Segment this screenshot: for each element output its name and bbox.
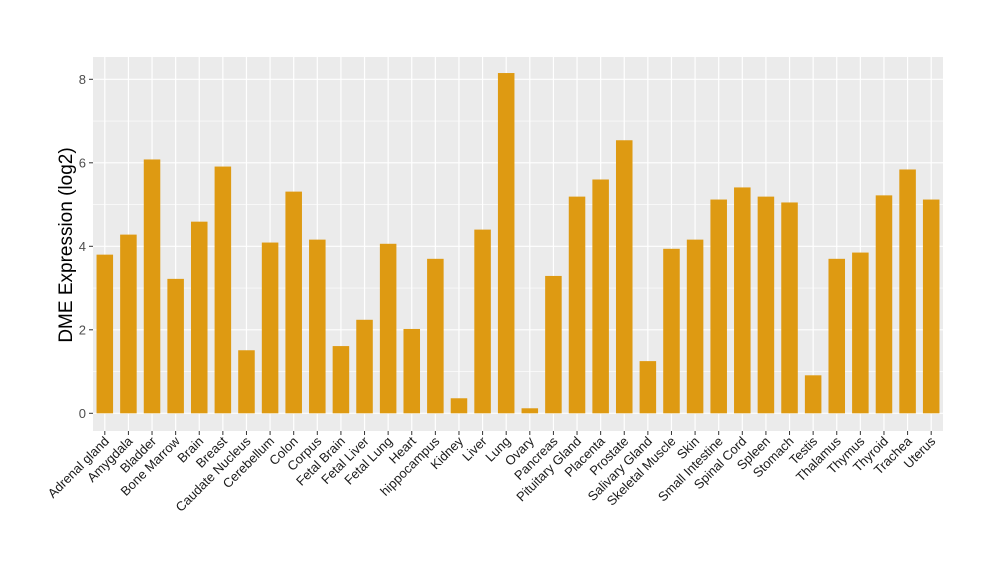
x-tick-label: Liver: [459, 433, 490, 464]
y-axis-label: DME Expression (log2): [56, 147, 77, 342]
bar-amygdala: [120, 234, 137, 414]
bar-thymus: [852, 252, 869, 414]
bar-uterus: [922, 199, 940, 414]
y-axis: 0 2 4 6 8: [79, 72, 93, 421]
y-tick-label: 2: [79, 322, 86, 337]
bar-brain: [190, 221, 208, 414]
bar-fetal-brain: [332, 346, 350, 414]
bar-cerebellum: [261, 242, 279, 414]
bar-corpus: [309, 239, 326, 414]
y-tick-label: 8: [79, 72, 86, 87]
bar-skin: [686, 239, 704, 414]
bar-small-intestine: [710, 199, 727, 414]
bar-thyroid: [875, 195, 893, 414]
bar-prostate: [615, 140, 633, 414]
bar-bone-marrow: [167, 278, 184, 414]
bar-hippocampus: [427, 258, 444, 414]
y-tick-label: 6: [79, 155, 86, 170]
bar-fetal-lung: [379, 243, 397, 414]
bar-pituitary-gland: [568, 196, 586, 414]
bar-liver: [474, 229, 491, 414]
bar-pancreas: [545, 275, 562, 414]
y-tick-label: 0: [79, 406, 86, 421]
bar-placenta: [592, 179, 609, 414]
bar-adrenal-gland: [96, 254, 114, 414]
bar-lung: [497, 73, 515, 414]
bar-thalamus: [828, 258, 846, 414]
bar-testis: [804, 375, 822, 414]
bar-salivary-gland: [639, 361, 657, 414]
bar-heart: [403, 328, 421, 414]
bar-fetal-liver: [356, 319, 373, 414]
bar-spleen: [757, 196, 775, 414]
plot-panel: [93, 57, 943, 431]
bars: [96, 73, 940, 414]
bar-breast: [214, 166, 232, 414]
y-tick-label: 4: [79, 239, 86, 254]
bar-trachea: [899, 169, 916, 414]
bar-skeletal-muscle: [663, 248, 680, 414]
bar-kidney: [450, 398, 468, 414]
bar-colon: [285, 191, 302, 414]
bar-bladder: [143, 159, 161, 414]
bar-caudate-nucleus: [238, 350, 255, 414]
bar-stomach: [781, 202, 798, 414]
bar-spinal-cord: [734, 187, 751, 414]
bar-ovary: [521, 408, 539, 414]
